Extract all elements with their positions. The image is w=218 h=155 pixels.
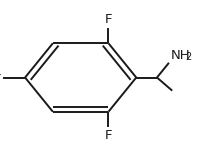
- Text: 2: 2: [185, 52, 191, 62]
- Text: F: F: [105, 13, 112, 26]
- Text: NH: NH: [171, 49, 190, 62]
- Text: F: F: [105, 129, 112, 142]
- Text: Br: Br: [0, 71, 2, 84]
